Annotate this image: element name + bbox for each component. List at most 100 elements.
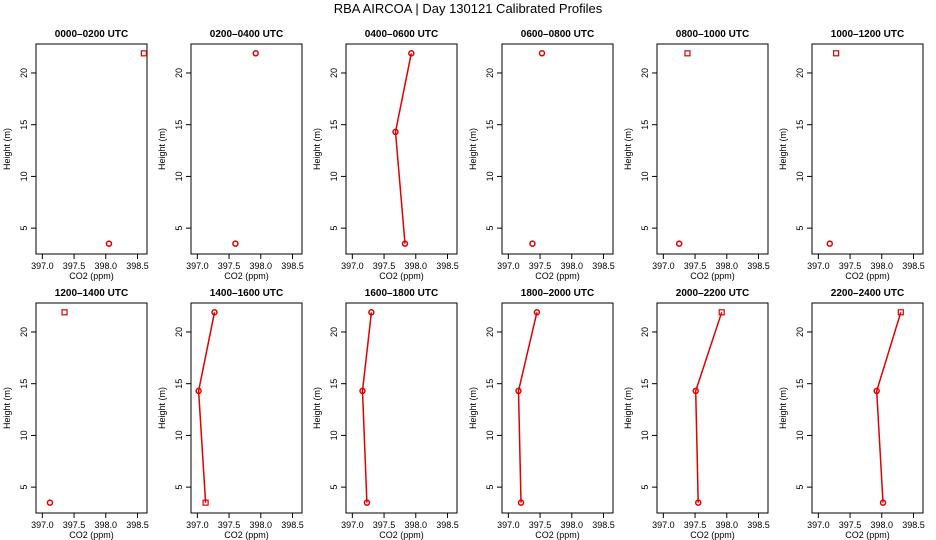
chart-panel: 0800–1000 UTC 397.0 397.5 398.0 398.5 CO2 (pp… bbox=[623, 29, 770, 281]
y-tick-label: 15 bbox=[485, 379, 495, 389]
y-tick-label: 15 bbox=[640, 120, 650, 130]
y-tick-label: 20 bbox=[174, 68, 184, 78]
x-tick-label: 397.0 bbox=[807, 261, 830, 271]
x-tick-label: 398.5 bbox=[281, 261, 304, 271]
y-axis-label: Height (m) bbox=[468, 128, 478, 170]
data-point bbox=[533, 309, 541, 316]
panel-title: 0200–0400 UTC bbox=[210, 29, 283, 40]
y-tick-label: 20 bbox=[485, 68, 495, 78]
y-axis-label: Height (m) bbox=[157, 128, 167, 170]
x-tick-label: 398.0 bbox=[716, 520, 739, 530]
data-point bbox=[538, 50, 546, 57]
y-tick-label: 10 bbox=[485, 430, 495, 440]
plot-frame bbox=[190, 302, 303, 514]
profile-line bbox=[694, 312, 723, 503]
data-point bbox=[515, 387, 522, 395]
plot-frame bbox=[190, 43, 303, 255]
chart-panel: 1000–1200 UTC 397.0 397.5 398.0 398.5 CO2 (pp… bbox=[778, 29, 925, 281]
data-point bbox=[232, 240, 239, 247]
y-tick-label: 20 bbox=[795, 68, 805, 78]
y-tick-label: 5 bbox=[640, 226, 650, 231]
x-axis-label: CO2 (ppm) bbox=[845, 530, 890, 540]
y-axis-label: Height (m) bbox=[778, 387, 788, 429]
x-tick-label: 397.0 bbox=[497, 520, 520, 530]
x-tick-label: 398.0 bbox=[405, 520, 428, 530]
x-axis-label: CO2 (ppm) bbox=[690, 271, 735, 281]
panel-title: 1200–1400 UTC bbox=[55, 288, 128, 299]
y-axis-label: Height (m) bbox=[157, 387, 167, 429]
y-axis-label: Height (m) bbox=[623, 128, 633, 170]
profile-line bbox=[394, 53, 413, 244]
data-point bbox=[897, 309, 904, 316]
profile-line bbox=[361, 312, 373, 503]
x-tick-label: 397.0 bbox=[341, 520, 364, 530]
data-point bbox=[105, 240, 113, 247]
data-point bbox=[718, 309, 725, 316]
y-tick-label: 10 bbox=[640, 171, 650, 181]
y-tick-label: 5 bbox=[19, 226, 29, 231]
data-point bbox=[675, 240, 683, 247]
y-axis-label: Height (m) bbox=[623, 387, 633, 429]
y-tick-label: 15 bbox=[329, 379, 339, 389]
x-axis-label: CO2 (ppm) bbox=[535, 530, 580, 540]
chart-panel: 2200–2400 UTC 397.0 397.5 398.0 398.5 CO2 (pp… bbox=[778, 288, 925, 540]
y-tick-label: 5 bbox=[329, 485, 339, 490]
chart-panel: 1200–1400 UTC 397.0 397.5 398.0 398.5 CO2 (pp… bbox=[2, 288, 149, 540]
data-point bbox=[140, 50, 147, 57]
chart-panel: 1800–2000 UTC 397.0 397.5 398.0 398.5 CO2 (pp… bbox=[468, 288, 615, 540]
x-axis-label: CO2 (ppm) bbox=[379, 271, 424, 281]
x-tick-label: 397.5 bbox=[839, 520, 862, 530]
data-point bbox=[368, 309, 375, 316]
x-axis-label: CO2 (ppm) bbox=[69, 530, 114, 540]
plot-frame bbox=[501, 43, 614, 255]
y-tick-label: 15 bbox=[174, 120, 184, 130]
y-tick-label: 10 bbox=[640, 430, 650, 440]
plot-frame bbox=[656, 43, 769, 255]
y-axis-label: Height (m) bbox=[2, 387, 12, 429]
panel-title: 1000–1200 UTC bbox=[831, 29, 904, 40]
y-tick-label: 10 bbox=[329, 430, 339, 440]
y-tick-label: 15 bbox=[485, 120, 495, 130]
x-tick-label: 397.5 bbox=[218, 261, 241, 271]
data-point bbox=[61, 309, 68, 316]
x-tick-label: 398.5 bbox=[592, 261, 615, 271]
y-tick-label: 20 bbox=[485, 327, 495, 337]
x-tick-label: 397.5 bbox=[63, 261, 86, 271]
y-axis-label: Height (m) bbox=[468, 387, 478, 429]
y-tick-label: 15 bbox=[640, 379, 650, 389]
x-tick-label: 397.0 bbox=[497, 261, 520, 271]
x-tick-label: 397.0 bbox=[652, 261, 675, 271]
x-tick-label: 398.5 bbox=[126, 261, 149, 271]
chart-panel: 0000–0200 UTC 397.0 397.5 398.0 398.5 CO2 (pp… bbox=[2, 29, 149, 281]
x-axis-label: CO2 (ppm) bbox=[224, 271, 269, 281]
y-axis-label: Height (m) bbox=[312, 128, 322, 170]
plot-frame bbox=[811, 302, 924, 514]
y-tick-label: 5 bbox=[485, 485, 495, 490]
x-axis-label: CO2 (ppm) bbox=[224, 530, 269, 540]
y-tick-label: 20 bbox=[329, 327, 339, 337]
panel-title: 1600–1800 UTC bbox=[365, 288, 438, 299]
x-tick-label: 397.0 bbox=[807, 520, 830, 530]
y-tick-label: 20 bbox=[795, 327, 805, 337]
plot-frame bbox=[345, 43, 458, 255]
y-tick-label: 20 bbox=[174, 327, 184, 337]
x-tick-label: 398.5 bbox=[436, 520, 459, 530]
x-tick-label: 398.5 bbox=[592, 520, 615, 530]
x-tick-label: 398.0 bbox=[95, 261, 118, 271]
chart-panel: 0600–0800 UTC 397.0 397.5 398.0 398.5 CO2 (pp… bbox=[468, 29, 615, 281]
y-tick-label: 15 bbox=[19, 120, 29, 130]
x-tick-label: 397.0 bbox=[31, 261, 54, 271]
x-tick-label: 398.0 bbox=[871, 261, 894, 271]
x-tick-label: 398.0 bbox=[871, 520, 894, 530]
x-tick-label: 397.0 bbox=[652, 520, 675, 530]
y-tick-label: 10 bbox=[19, 430, 29, 440]
y-tick-label: 15 bbox=[19, 379, 29, 389]
x-tick-label: 398.0 bbox=[561, 261, 584, 271]
y-tick-label: 10 bbox=[795, 430, 805, 440]
x-tick-label: 397.0 bbox=[186, 261, 209, 271]
x-tick-label: 398.5 bbox=[126, 520, 149, 530]
profile-line bbox=[875, 312, 902, 503]
y-tick-label: 5 bbox=[174, 226, 184, 231]
y-tick-label: 20 bbox=[329, 68, 339, 78]
